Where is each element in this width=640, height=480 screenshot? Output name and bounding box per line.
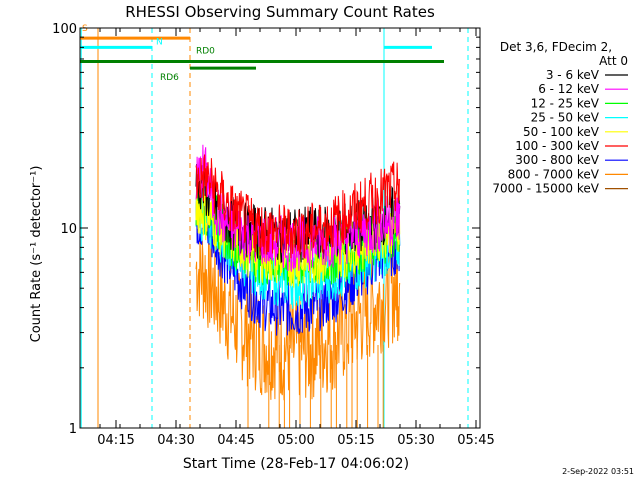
state-label-n: N (156, 37, 163, 47)
legend-label-8: 7000 - 15000 keV (492, 182, 599, 196)
legend-label-5: 100 - 300 keV (515, 139, 599, 153)
legend-label-1: 6 - 12 keV (538, 82, 600, 96)
state-label-s: S (82, 24, 88, 34)
x-tick-label: 05:00 (277, 433, 314, 448)
series-line-300-800keV (195, 195, 401, 336)
legend-label-4: 50 - 100 keV (523, 125, 600, 139)
x-tick-label: 05:45 (457, 433, 494, 448)
legend-label-3: 25 - 50 keV (531, 111, 600, 125)
legend-header-line-1: Det 3,6, FDecim 2, (500, 40, 612, 54)
plot-area: S N RD0 RD6 (80, 24, 469, 428)
state-label-rd6: RD6 (160, 73, 179, 83)
x-tick-label: 05:15 (337, 433, 374, 448)
legend-header-line-2: Att 0 (599, 54, 628, 68)
state-label-rd0: RD0 (196, 46, 215, 56)
axes: 04:15 04:30 04:45 05:00 05:15 05:30 05:45 1 10 10… (52, 22, 495, 448)
legend-label-2: 12 - 25 keV (531, 96, 600, 110)
y-tick-label: 1 (69, 422, 77, 437)
legend-label-6: 300 - 800 keV (515, 153, 599, 167)
y-tick-label: 100 (52, 22, 77, 37)
x-axis-label: Start Time (28-Feb-17 04:06:02) (183, 456, 409, 472)
x-tick-label: 05:30 (397, 433, 434, 448)
series-line-100-300keV (195, 154, 401, 259)
x-tick-label: 04:15 (97, 433, 134, 448)
y-axis-label: Count Rate (s⁻¹ detector⁻¹) (29, 166, 44, 343)
chart-title: RHESSI Observing Summary Count Rates (125, 3, 435, 21)
date-stamp: 2-Sep-2022 03:51 (562, 467, 634, 476)
y-tick-label: 10 (60, 222, 77, 237)
legend-label-0: 3 - 6 keV (546, 68, 600, 82)
legend-label-7: 800 - 7000 keV (508, 167, 600, 181)
x-tick-label: 04:45 (217, 433, 254, 448)
x-tick-label: 04:30 (157, 433, 194, 448)
